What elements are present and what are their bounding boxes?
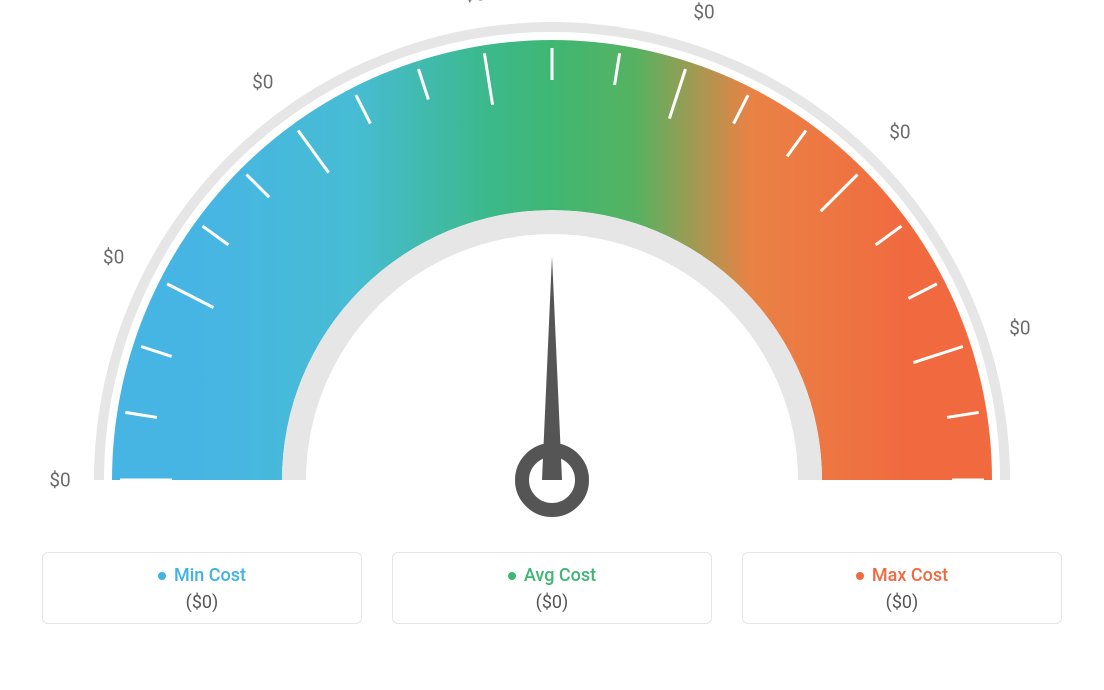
gauge-tick-label: $0 bbox=[252, 70, 273, 93]
legend-card-max: Max Cost ($0) bbox=[742, 552, 1062, 624]
legend-dot-min bbox=[158, 572, 166, 580]
gauge-tick-label: $0 bbox=[889, 121, 910, 144]
gauge-chart: $0 $0 $0 $0 $0 $0 $0 bbox=[0, 0, 1104, 560]
legend-card-avg: Avg Cost ($0) bbox=[392, 552, 712, 624]
legend-dot-max bbox=[856, 572, 864, 580]
gauge-tick-label: $0 bbox=[103, 245, 124, 268]
legend-label-min: Min Cost bbox=[174, 565, 246, 586]
legend-card-min: Min Cost ($0) bbox=[42, 552, 362, 624]
legend-label-avg: Avg Cost bbox=[524, 565, 596, 586]
gauge-tick-label: $0 bbox=[1009, 316, 1030, 339]
gauge-tick-label: $0 bbox=[49, 469, 70, 492]
legend-value-max: ($0) bbox=[743, 592, 1061, 613]
gauge-svg bbox=[0, 0, 1104, 560]
legend-value-avg: ($0) bbox=[393, 592, 711, 613]
legend-label-max: Max Cost bbox=[872, 565, 948, 586]
legend-value-min: ($0) bbox=[43, 592, 361, 613]
legend-row: Min Cost ($0) Avg Cost ($0) Max Cost ($0… bbox=[0, 552, 1104, 624]
gauge-tick-label: $0 bbox=[693, 1, 714, 24]
legend-dot-avg bbox=[508, 572, 516, 580]
gauge-tick-label: $0 bbox=[464, 0, 485, 6]
